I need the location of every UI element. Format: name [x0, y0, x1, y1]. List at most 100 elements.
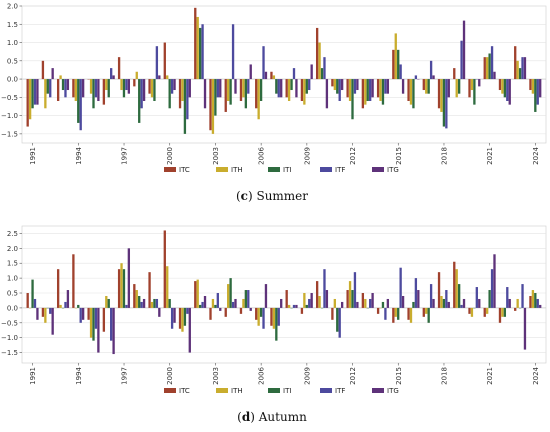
bar-itg-1995 [97, 307, 100, 353]
y-tick-label: 1.5 [7, 21, 18, 29]
bar-itg-2021 [493, 71, 496, 80]
bar-iti-1998 [138, 295, 141, 308]
bar-iti-2012 [351, 79, 354, 120]
bar-itf-2022 [506, 79, 509, 101]
bar-ith-1995 [89, 307, 93, 338]
bar-itf-2004 [231, 301, 235, 308]
bar-iti-2023 [518, 68, 522, 80]
bar-ith-2006 [257, 307, 260, 326]
legend-label-iti: ITI [283, 387, 291, 395]
bar-itg-2001 [188, 307, 191, 353]
bar-iti-2019 [457, 284, 461, 308]
bar-itf-2022 [506, 287, 509, 308]
legend-swatch-itc [164, 388, 176, 393]
bar-itc-2023 [514, 46, 517, 80]
bar-itg-2006 [264, 71, 268, 80]
bar-iti-2016 [412, 301, 415, 308]
legend-swatch-iti [268, 388, 280, 393]
bar-iti-2015 [397, 49, 400, 80]
bar-itc-2013 [361, 79, 365, 109]
bar-itf-2011 [338, 307, 341, 338]
y-tick-label: 0.0 [7, 76, 18, 84]
bar-itc-2019 [453, 261, 456, 308]
bar-itc-2022 [498, 79, 502, 91]
bar-itc-2004 [224, 307, 227, 317]
bar-ith-1995 [89, 79, 93, 94]
bar-itc-2012 [346, 290, 349, 308]
bar-itc-1992 [41, 60, 45, 80]
bar-ith-2016 [409, 79, 413, 105]
bar-itf-1993 [64, 301, 67, 308]
bar-itf-2009 [308, 298, 311, 308]
legend-label-itf: ITF [335, 166, 345, 174]
bar-ith-2023 [516, 60, 519, 80]
bar-itf-1991 [33, 79, 37, 105]
y-tick-label: 0.5 [7, 290, 18, 298]
bar-ith-1994 [74, 79, 77, 101]
bar-iti-2022 [503, 79, 507, 98]
bar-itc-1998 [133, 284, 136, 308]
caption-text: Summer [256, 189, 308, 203]
y-tick-label: −0.5 [1, 319, 18, 327]
bar-itc-1991 [26, 293, 29, 308]
bar-iti-2004 [229, 278, 232, 308]
bar-itg-1996 [112, 307, 115, 355]
bar-itc-1993 [56, 269, 60, 308]
x-tick-label: 2003 [212, 147, 220, 165]
bar-ith-2017 [425, 307, 428, 314]
bar-itf-2013 [369, 298, 372, 308]
bar-itf-1995 [94, 307, 98, 329]
legend-label-ith: ITH [231, 387, 243, 395]
bar-ith-2013 [364, 79, 367, 105]
summer-chart: −1.5 −1.0 −0.5 0.0 0.5 1.0 1.5 2.0 1991 1994 1997… [1, 3, 547, 203]
bar-itf-2000 [170, 79, 174, 94]
bar-itg-2019 [462, 298, 466, 308]
x-tick-label: 2018 [440, 147, 448, 165]
bar-ith-2002 [196, 16, 199, 80]
bar-itc-2009 [300, 307, 304, 314]
legend-swatch-ith [216, 167, 228, 172]
bar-ith-1991 [28, 79, 32, 120]
bar-iti-2015 [397, 307, 400, 320]
bar-iti-2017 [427, 307, 430, 323]
bar-itg-1997 [127, 248, 131, 308]
bar-ith-2016 [409, 307, 413, 323]
bar-ith-1996 [105, 79, 108, 91]
bar-iti-2003 [214, 79, 217, 116]
bar-itc-1996 [102, 79, 106, 105]
bar-itc-1997 [117, 57, 121, 80]
bar-itg-2001 [188, 79, 191, 98]
bar-ith-1998 [135, 290, 138, 308]
bar-ith-2007 [272, 307, 276, 329]
bar-itf-1994 [79, 79, 82, 131]
bar-itf-2006 [262, 46, 265, 80]
bar-itc-1994 [72, 79, 75, 98]
bar-ith-1997 [120, 263, 123, 308]
bar-ith-2022 [501, 307, 504, 317]
bar-ith-2015 [394, 307, 397, 317]
bar-iti-2009 [305, 304, 308, 308]
bar-iti-1992 [46, 79, 49, 94]
bar-ith-2020 [470, 79, 474, 91]
bar-ith-2018 [440, 295, 443, 308]
bar-ith-2012 [348, 79, 352, 101]
bar-itc-2010 [315, 281, 319, 308]
bar-itc-2017 [422, 79, 425, 91]
bar-itc-1997 [117, 269, 121, 308]
legend-swatch-itg [372, 388, 384, 393]
bar-iti-2001 [183, 307, 187, 326]
x-tick-label: 2024 [532, 366, 540, 384]
bar-iti-1991 [31, 79, 34, 109]
x-tick-label: 1991 [29, 367, 37, 385]
x-tick-label: 1991 [29, 147, 37, 165]
bar-itf-1991 [33, 298, 37, 308]
bar-ith-2009 [303, 293, 306, 308]
bar-itf-2002 [201, 301, 204, 308]
bar-itc-2002 [194, 281, 197, 308]
bar-itf-2008 [292, 68, 296, 80]
legend-label-itf: ITF [335, 387, 345, 395]
x-tick-label: 2000 [166, 147, 174, 165]
y-tick-label: 0.0 [7, 304, 18, 312]
bar-itf-2019 [460, 40, 463, 80]
